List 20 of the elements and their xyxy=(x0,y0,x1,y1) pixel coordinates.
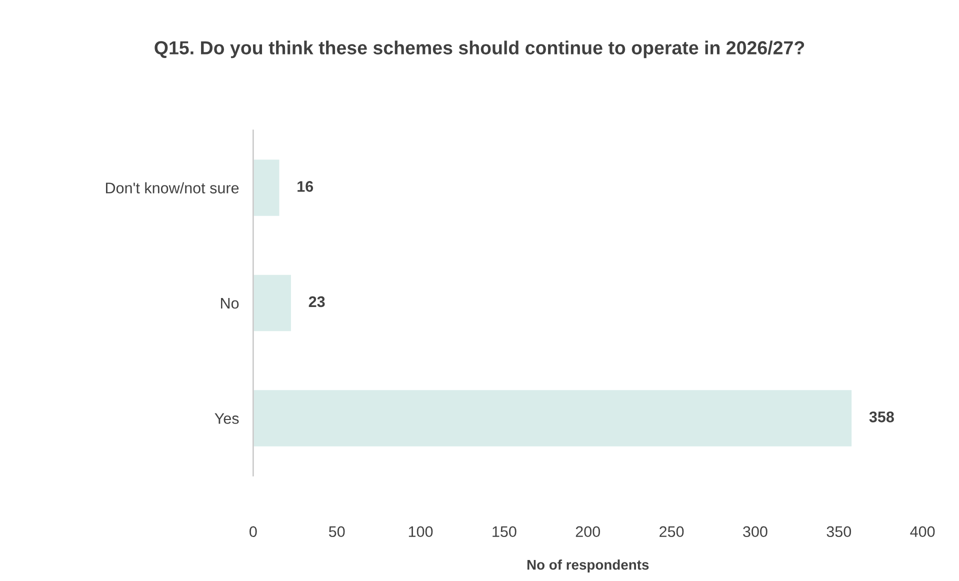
x-tick-label: 150 xyxy=(492,526,516,538)
x-axis-title: No of respondents xyxy=(527,560,649,572)
y-tick-label: Yes xyxy=(214,413,239,424)
x-tick-label: 350 xyxy=(826,526,852,538)
x-tick-label: 0 xyxy=(250,526,257,538)
x-tick-label: 400 xyxy=(910,526,935,538)
x-tick-label: 50 xyxy=(328,526,345,538)
data-label: 16 xyxy=(298,181,314,192)
y-tick-label: Don't know/not sure xyxy=(106,182,239,194)
x-tick-label: 300 xyxy=(743,526,768,538)
x-tick-label: 250 xyxy=(660,526,684,538)
y-tick-label: No xyxy=(221,298,239,309)
bar xyxy=(253,388,853,448)
bar xyxy=(253,273,292,332)
data-label: 358 xyxy=(869,412,894,422)
x-tick-label: 200 xyxy=(576,526,600,538)
chart-title: Q15. Do you think these schemes should continue to operate in 2026/27? xyxy=(154,40,804,58)
data-label: 23 xyxy=(308,296,325,308)
bar xyxy=(253,158,281,218)
x-tick-label: 100 xyxy=(408,526,433,538)
